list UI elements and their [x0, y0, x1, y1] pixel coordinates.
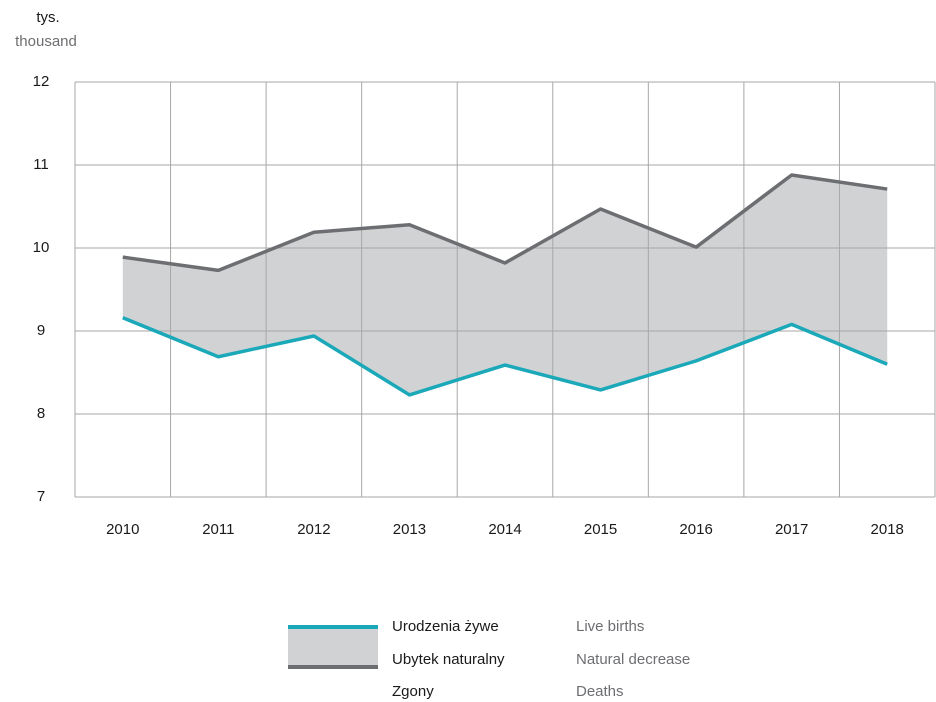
x-tick-label: 2013 — [393, 521, 426, 538]
x-tick-label: 2014 — [488, 521, 521, 538]
legend-label: Zgony — [392, 683, 434, 700]
y-tick-label: 12 — [33, 73, 50, 90]
y-axis-label: tys. — [36, 9, 59, 26]
y-tick-label: 9 — [37, 322, 45, 339]
legend-label-en: Live births — [576, 618, 644, 635]
y-tick-label: 11 — [33, 156, 49, 173]
x-tick-label: 2011 — [202, 521, 234, 538]
x-tick-label: 2015 — [584, 521, 617, 538]
x-tick-label: 2010 — [106, 521, 139, 538]
y-axis-label-en: thousand — [15, 33, 77, 50]
natural-decrease-area — [122, 174, 888, 395]
legend-label-en: Deaths — [576, 683, 624, 700]
x-tick-label: 2012 — [297, 521, 330, 538]
y-tick-label: 10 — [33, 239, 50, 256]
legend-label: Urodzenia żywe — [392, 618, 499, 635]
legend-label-en: Natural decrease — [576, 651, 690, 668]
y-tick-label: 7 — [37, 488, 45, 505]
x-tick-label: 2018 — [871, 521, 904, 538]
legend-area-swatch — [288, 627, 378, 667]
x-tick-label: 2016 — [679, 521, 712, 538]
y-tick-label: 8 — [37, 405, 45, 422]
series-line — [122, 316, 888, 397]
series-line — [122, 173, 888, 273]
x-tick-label: 2017 — [775, 521, 808, 538]
legend-label: Ubytek naturalny — [392, 651, 505, 668]
